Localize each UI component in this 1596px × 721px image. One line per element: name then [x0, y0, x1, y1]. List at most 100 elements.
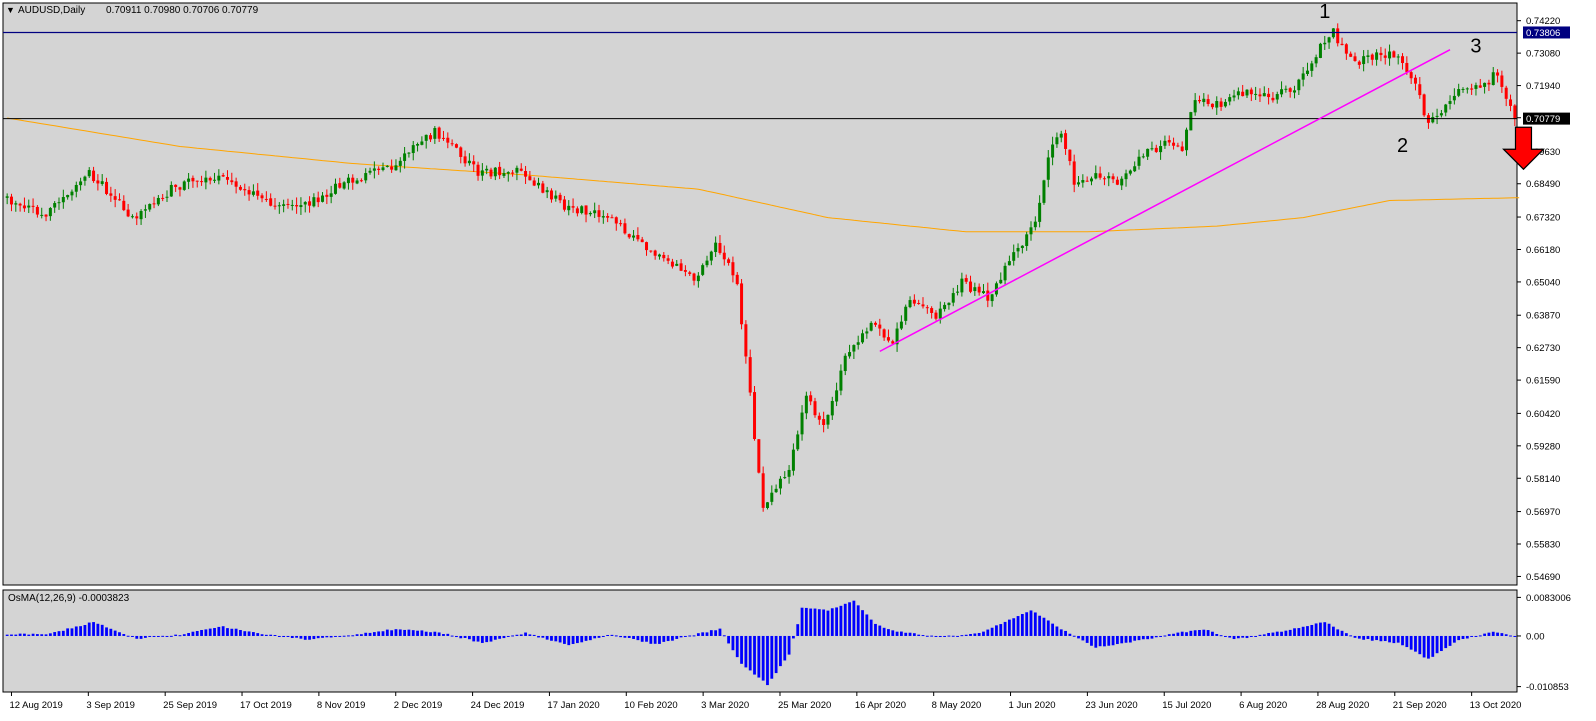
osma-bar [1046, 620, 1050, 636]
candle [355, 178, 359, 185]
time-tick-label: 8 Nov 2019 [317, 700, 366, 711]
osma-bar [938, 635, 942, 638]
osma-bar [1012, 618, 1016, 636]
indicator-tick-label: -0.010853 [1526, 682, 1569, 693]
candle [1232, 89, 1236, 102]
candle [748, 349, 752, 396]
candle [796, 430, 800, 452]
osma-bar [1081, 635, 1085, 641]
wave-label: 2 [1397, 135, 1408, 157]
osma-bar [372, 632, 376, 636]
candle [213, 172, 217, 184]
osma-bar [1090, 635, 1093, 646]
candle [1375, 49, 1379, 66]
osma-bar [830, 608, 834, 636]
candle [299, 197, 303, 215]
osma-bar [779, 635, 782, 667]
osma-bar [1310, 624, 1314, 636]
osma-bar [852, 600, 856, 636]
osma-bar [895, 631, 899, 636]
candle [601, 210, 605, 224]
osma-bar [424, 631, 428, 636]
candle [1020, 245, 1024, 254]
osma-bar [131, 635, 134, 637]
osma-bar [1236, 635, 1240, 639]
candle [865, 327, 869, 339]
candle [398, 157, 402, 173]
candle [143, 204, 147, 218]
candle [377, 166, 381, 175]
osma-bar [1003, 621, 1007, 636]
candle [165, 190, 169, 203]
candle [269, 193, 273, 207]
osma-bar [87, 622, 91, 636]
candle [562, 195, 566, 212]
candle [1081, 174, 1085, 188]
osma-bar [856, 605, 860, 636]
candle [9, 193, 13, 212]
osma-bar [217, 626, 221, 636]
osma-bar [135, 635, 139, 639]
candle [545, 186, 549, 199]
candle [809, 391, 813, 406]
candle [1115, 176, 1119, 186]
osma-bar [286, 635, 290, 637]
candle [303, 201, 307, 213]
candle [869, 321, 873, 332]
candle [830, 396, 834, 420]
candle [498, 161, 502, 180]
osma-bar [446, 633, 450, 636]
candle [295, 197, 299, 214]
candle [783, 471, 787, 480]
candle [843, 353, 847, 376]
osma-bar [226, 628, 229, 636]
candle [1435, 108, 1439, 125]
price-tick-label: 0.58140 [1526, 474, 1560, 485]
candle [1111, 173, 1115, 184]
candle [338, 177, 342, 189]
header-dropdown-icon[interactable]: ▼ [6, 5, 15, 15]
candle [1379, 46, 1383, 62]
osma-bar [148, 635, 152, 637]
candle [1072, 154, 1076, 193]
osma-bar [943, 635, 946, 637]
candle [1241, 84, 1245, 97]
osma-bar [627, 635, 631, 638]
osma-bar [239, 630, 242, 636]
osma-bar [610, 634, 614, 636]
candle [1180, 141, 1184, 152]
candle [670, 258, 674, 269]
candle [1236, 87, 1240, 100]
osma-bar [325, 635, 329, 638]
candle [753, 385, 757, 441]
candle [692, 272, 696, 286]
time-tick-label: 2 Dec 2019 [394, 700, 443, 711]
osma-bar [139, 635, 143, 639]
candle [588, 211, 592, 217]
osma-bar [113, 630, 117, 636]
candle [744, 320, 748, 364]
osma-bar [1323, 622, 1327, 636]
osma-bar [459, 635, 463, 639]
candle [1504, 85, 1508, 107]
candle [433, 126, 437, 144]
osma-bar [584, 635, 588, 641]
osma-bar [757, 635, 761, 678]
candle [1003, 262, 1007, 285]
candle [1405, 56, 1409, 75]
candle [657, 253, 661, 260]
candle [346, 173, 350, 190]
candle [493, 167, 497, 181]
candle [571, 198, 575, 213]
osma-bar [1163, 635, 1167, 637]
candle [1452, 88, 1456, 105]
candle [778, 476, 782, 495]
osma-bar [100, 624, 104, 636]
osma-bar [364, 632, 368, 636]
candle [290, 199, 294, 211]
candle [718, 235, 722, 255]
osma-bar [1206, 630, 1210, 636]
candle [22, 197, 26, 212]
osma-bar [1085, 635, 1089, 643]
price-tick-label: 0.71940 [1526, 81, 1560, 92]
